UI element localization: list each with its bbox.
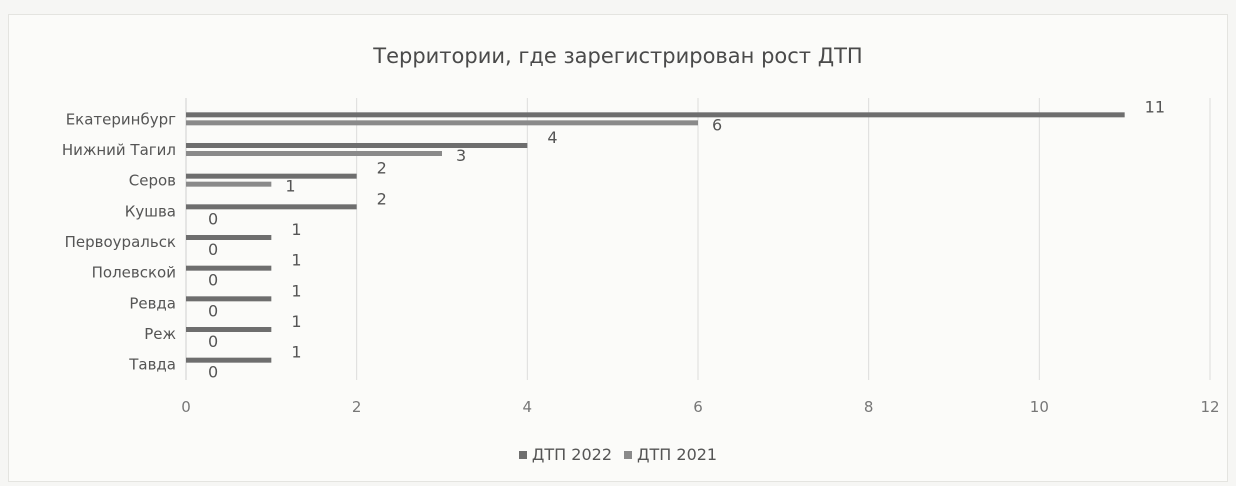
chart-area — [8, 14, 1228, 482]
legend-label: ДТП 2021 — [637, 445, 718, 464]
category-label: Кушва — [125, 202, 176, 220]
category-label: Серов — [129, 172, 176, 190]
x-tick-label: 10 — [1030, 398, 1049, 416]
category-label: Екатеринбург — [66, 110, 176, 128]
data-label: 1 — [285, 177, 295, 196]
data-label: 6 — [712, 115, 722, 134]
data-label: 0 — [208, 209, 218, 228]
data-label: 1 — [291, 251, 301, 270]
category-label: Первоуральск — [65, 233, 176, 251]
bar — [186, 151, 442, 156]
legend-swatch — [624, 451, 632, 459]
legend-swatch — [518, 451, 527, 459]
x-tick-label: 0 — [181, 398, 191, 416]
data-label: 0 — [208, 332, 218, 351]
chart-title: Территории, где зарегистрирован рост ДТП — [373, 44, 863, 68]
bar — [186, 235, 272, 240]
data-label: 1 — [291, 220, 301, 239]
legend-item: ДТП 2022 — [518, 445, 612, 464]
bar — [186, 265, 272, 271]
data-label: 1 — [291, 312, 301, 331]
x-tick-label: 8 — [864, 398, 874, 416]
bar — [186, 120, 698, 126]
data-label: 2 — [377, 159, 387, 178]
category-label: Нижний Тагил — [62, 141, 176, 159]
data-label: 0 — [208, 271, 218, 290]
bar — [186, 181, 272, 187]
bar — [186, 357, 272, 363]
x-tick-label: 12 — [1200, 398, 1219, 416]
legend-label: ДТП 2022 — [531, 445, 612, 464]
x-tick-label: 6 — [693, 398, 703, 416]
bar — [186, 204, 357, 210]
x-tick-label: 4 — [523, 398, 533, 416]
category-label: Ревда — [129, 294, 176, 312]
legend: ДТП 2022 ДТП 2021 — [0, 445, 1236, 464]
data-label: 0 — [208, 240, 218, 259]
data-label: 4 — [547, 128, 557, 147]
data-label: 0 — [208, 363, 218, 382]
bar — [186, 173, 357, 179]
x-tick-label: 2 — [352, 398, 362, 416]
data-label: 0 — [208, 301, 218, 320]
bar — [186, 327, 272, 332]
data-label: 3 — [456, 146, 466, 165]
data-label: 1 — [291, 281, 301, 300]
category-label: Тавда — [128, 356, 176, 374]
category-label: Полевской — [92, 264, 176, 282]
category-label: Реж — [144, 325, 176, 343]
bar — [186, 296, 272, 302]
data-label: 11 — [1145, 97, 1165, 116]
data-label: 2 — [377, 189, 387, 208]
bar — [186, 112, 1125, 118]
data-label: 1 — [291, 343, 301, 362]
legend-item: ДТП 2021 — [624, 445, 717, 464]
bar — [186, 143, 528, 148]
